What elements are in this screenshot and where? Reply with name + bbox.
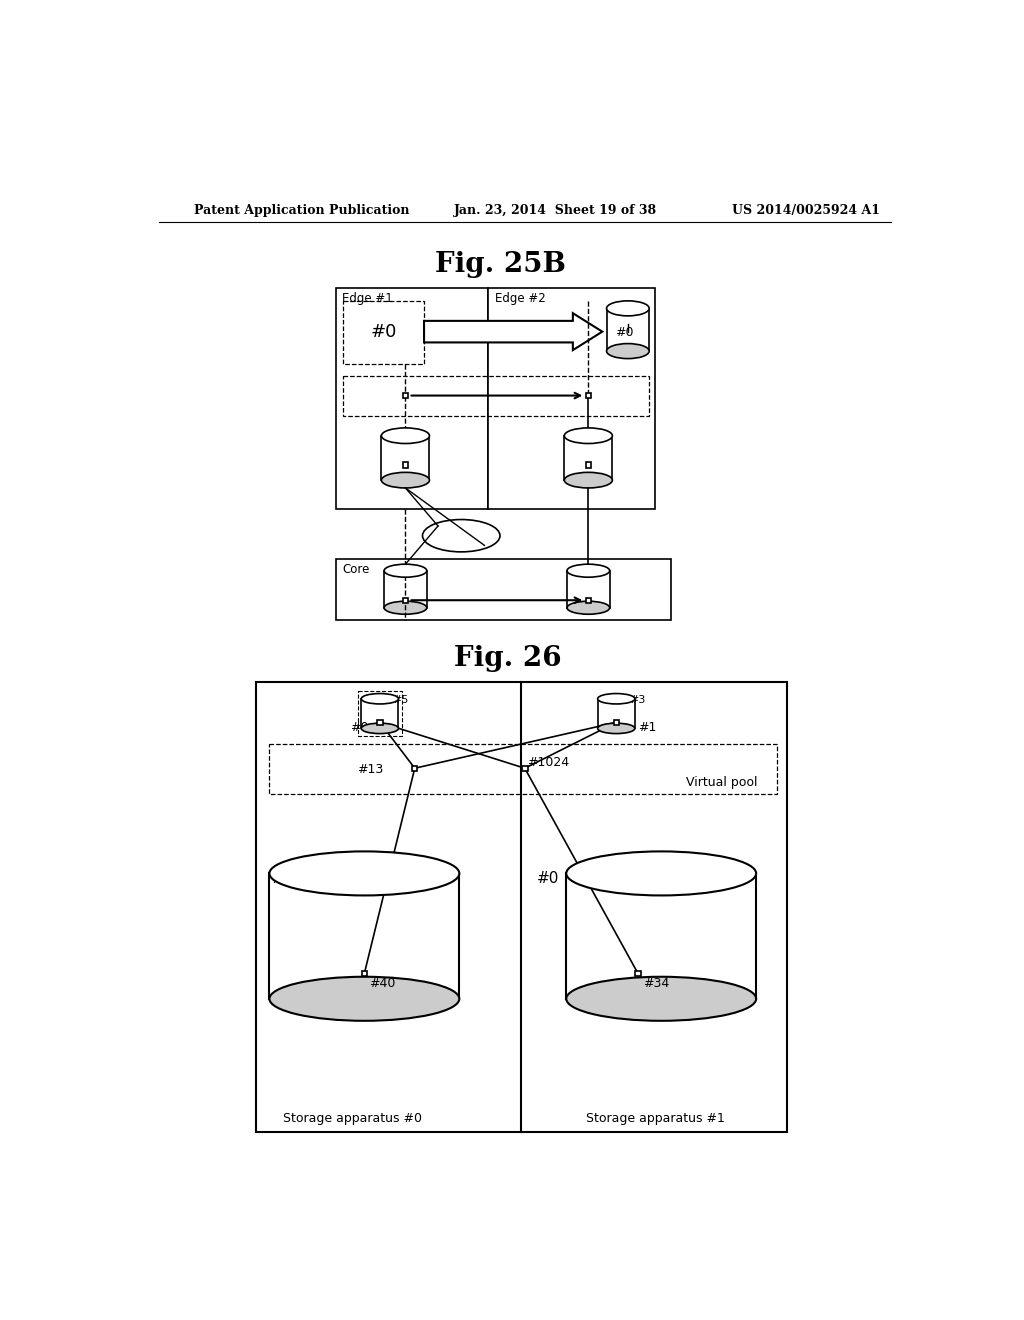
Text: #1024: #1024 (527, 755, 569, 768)
Text: Fig. 26: Fig. 26 (454, 645, 561, 672)
FancyArrow shape (424, 313, 602, 350)
Text: Patent Application Publication: Patent Application Publication (194, 205, 410, 218)
Ellipse shape (598, 723, 635, 734)
Bar (402, 598, 409, 603)
Bar (613, 719, 618, 725)
Polygon shape (566, 874, 756, 999)
Ellipse shape (567, 564, 609, 577)
Text: Storage apparatus #0: Storage apparatus #0 (284, 1111, 422, 1125)
Bar (586, 598, 591, 603)
Bar (361, 970, 367, 975)
Polygon shape (488, 288, 655, 508)
Text: #0: #0 (349, 721, 369, 734)
Ellipse shape (361, 723, 398, 734)
Ellipse shape (361, 693, 398, 704)
Ellipse shape (269, 977, 460, 1020)
Text: #34: #34 (643, 977, 669, 990)
Polygon shape (384, 570, 427, 607)
Ellipse shape (566, 851, 756, 895)
Text: #3: #3 (629, 694, 645, 705)
Bar (522, 766, 527, 771)
Ellipse shape (269, 851, 460, 895)
Text: Storage apparatus #1: Storage apparatus #1 (586, 1111, 724, 1125)
Ellipse shape (384, 564, 427, 577)
Polygon shape (564, 436, 612, 480)
Text: #0: #0 (614, 326, 633, 339)
Ellipse shape (564, 428, 612, 444)
Text: Jan. 23, 2014  Sheet 19 of 38: Jan. 23, 2014 Sheet 19 of 38 (454, 205, 656, 218)
Text: US 2014/0025924 A1: US 2014/0025924 A1 (732, 205, 881, 218)
Text: Virtual pool: Virtual pool (686, 776, 758, 789)
Text: #0: #0 (537, 871, 559, 886)
Polygon shape (598, 698, 635, 729)
Bar (586, 462, 591, 467)
Text: #0: #0 (271, 871, 294, 886)
Ellipse shape (606, 343, 649, 359)
Polygon shape (381, 436, 429, 480)
Ellipse shape (423, 520, 500, 552)
Bar (402, 393, 409, 399)
Polygon shape (567, 570, 609, 607)
Ellipse shape (598, 693, 635, 704)
Bar (402, 462, 409, 467)
Polygon shape (336, 288, 488, 508)
Ellipse shape (381, 473, 429, 488)
Bar (586, 393, 591, 399)
Text: #13: #13 (357, 763, 384, 776)
Text: Edge #2: Edge #2 (495, 292, 546, 305)
Polygon shape (336, 558, 671, 620)
Ellipse shape (384, 601, 427, 614)
Ellipse shape (567, 601, 609, 614)
Polygon shape (606, 309, 649, 351)
Polygon shape (256, 682, 786, 1133)
Text: Fig. 25B: Fig. 25B (434, 251, 565, 279)
Ellipse shape (381, 428, 429, 444)
Text: #40: #40 (369, 977, 395, 990)
Text: #1: #1 (638, 721, 656, 734)
Polygon shape (361, 698, 398, 729)
Ellipse shape (564, 473, 612, 488)
Polygon shape (269, 874, 460, 999)
Bar (635, 970, 641, 975)
Ellipse shape (566, 977, 756, 1020)
Text: #0: #0 (371, 323, 397, 342)
Bar (412, 766, 418, 771)
Text: Core: Core (342, 564, 370, 576)
Text: Edge #1: Edge #1 (342, 292, 392, 305)
Bar (377, 719, 383, 725)
Ellipse shape (606, 301, 649, 315)
Text: #5: #5 (392, 694, 409, 705)
